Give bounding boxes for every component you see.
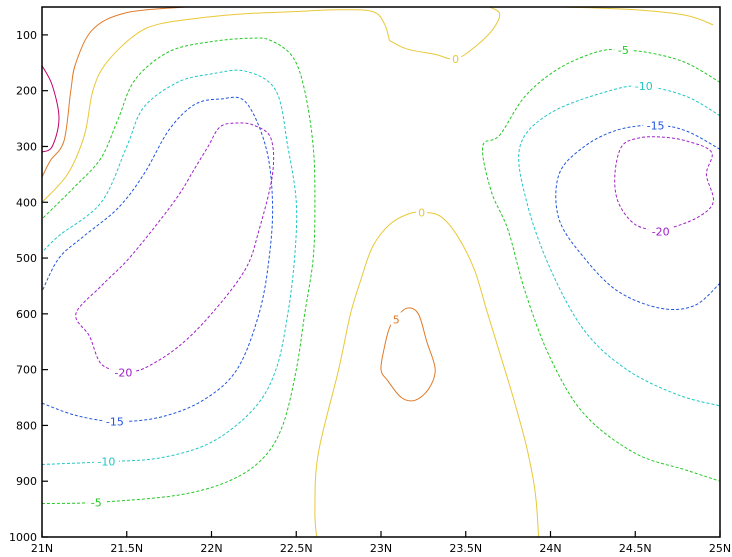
y-tick-label: 100 — [16, 29, 37, 42]
contour-line-5-1 — [41, 6, 187, 178]
contour-label--10: -10 — [97, 456, 115, 469]
contour-line--5-7 — [41, 37, 316, 504]
contour-label--15: -15 — [647, 119, 665, 132]
y-tick-label: 500 — [16, 252, 37, 265]
contour-label-bg — [648, 224, 674, 238]
contour-label-bg — [87, 495, 106, 509]
contour-line-0-4 — [389, 6, 501, 60]
contour-label-bg — [93, 454, 119, 468]
y-axis-ticks: 100 200 300 400 500 600 700 800 900 1000 — [9, 29, 48, 544]
x-tick-label: 23N — [370, 542, 392, 555]
y-tick-label: 800 — [16, 419, 37, 432]
contour-label-0: 0 — [452, 53, 459, 66]
y-tick-label: 1000 — [9, 531, 37, 544]
contour-label--20: -20 — [114, 366, 132, 379]
x-tick-label: 23.5N — [449, 542, 482, 555]
contour-line-10-0 — [41, 65, 60, 153]
contour-label--10: -10 — [635, 80, 653, 93]
contour-label-bg — [450, 51, 462, 65]
y-tick-label: 400 — [16, 196, 37, 209]
contour-line-5-2 — [380, 307, 436, 402]
y-tick-label: 300 — [16, 140, 37, 153]
contour-label--15: -15 — [106, 416, 124, 429]
contour-label--20: -20 — [652, 225, 670, 238]
contour-label-bg — [643, 118, 669, 132]
y-tick-label: 700 — [16, 364, 37, 377]
contour-label-bg — [416, 205, 428, 219]
y-tick-label: 900 — [16, 475, 37, 488]
plot-background — [42, 7, 720, 537]
contour-line--15-11 — [41, 96, 274, 423]
contour-label--5: -5 — [618, 44, 629, 57]
x-tick-label: 24N — [539, 542, 561, 555]
contour-label-5: 5 — [393, 313, 400, 326]
y-tick-label: 600 — [16, 308, 37, 321]
contour-label--5: -5 — [91, 496, 102, 509]
x-axis-ticks: 21N 21.5N 22N 22.5N 23N 23.5N 24N 24.5N 25N — [31, 531, 731, 555]
x-tick-label: 22N — [200, 542, 222, 555]
contour-line--10-9 — [41, 69, 298, 465]
x-tick-label: 22.5N — [280, 542, 313, 555]
contour-label-bg — [102, 414, 128, 428]
contour-label-bg — [390, 312, 402, 326]
contour-lines — [41, 6, 721, 538]
contour-label-bg — [614, 42, 633, 56]
contour-line--20-13 — [75, 122, 275, 373]
x-tick-label: 21.5N — [110, 542, 143, 555]
x-tick-label: 21N — [31, 542, 53, 555]
x-tick-label: 25N — [709, 542, 731, 555]
contour-line-0-5 — [564, 6, 714, 26]
x-tick-label: 24.5N — [619, 542, 652, 555]
contour-label-0: 0 — [418, 206, 425, 219]
y-tick-label: 200 — [16, 85, 37, 98]
contour-line-0-3 — [41, 9, 390, 203]
contour-labels: 5 0 0 -5 -5 -10 -10 -15 -15 -20 -20 — [87, 42, 674, 509]
contour-label-bg — [110, 365, 136, 379]
contour-label-bg — [631, 79, 657, 93]
